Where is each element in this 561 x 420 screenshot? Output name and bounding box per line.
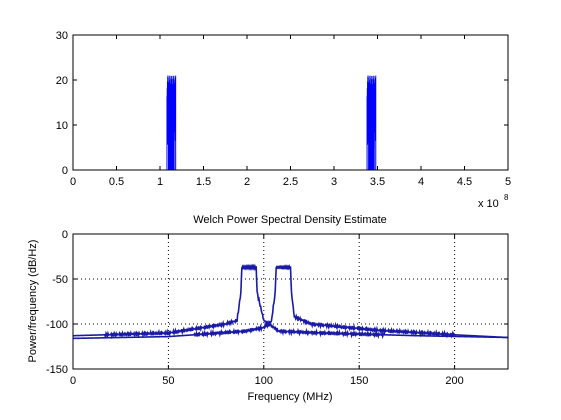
- x-tick-label: 4: [418, 176, 424, 188]
- bottom-chart-x-ticks: 0 50 100 150 200: [70, 234, 464, 387]
- bottom-chart-plot-area: [72, 263, 509, 340]
- x-tick-label: 5: [505, 176, 511, 188]
- y-tick-label: -150: [46, 364, 68, 376]
- bottom-chart-y-ticks: 0 -50 -100 -150: [46, 229, 508, 376]
- x-tick-label: 3.5: [370, 176, 385, 188]
- x-tick-label: 50: [162, 375, 174, 387]
- top-chart-y-ticks: 0 10 20 30: [56, 30, 508, 177]
- y-tick-label: -100: [46, 319, 68, 331]
- peak-burst: [168, 92, 175, 170]
- x-tick-label: 1: [157, 176, 163, 188]
- y-tick-label: 10: [56, 120, 68, 132]
- y-tick-label: 0: [62, 229, 68, 241]
- x-tick-label: 200: [445, 375, 463, 387]
- y-tick-label: 30: [56, 30, 68, 42]
- x-tick-label: 1.5: [196, 176, 211, 188]
- top-chart-plot-area: [73, 75, 508, 171]
- bottom-chart-grid: [73, 234, 508, 369]
- y-tick-label: -50: [52, 274, 68, 286]
- x-tick-label: 2: [244, 176, 250, 188]
- psd-series-line: [72, 263, 509, 340]
- peak-burst: [368, 92, 375, 170]
- top-chart-x-exponent-power: 8: [504, 193, 509, 202]
- x-tick-label: 150: [350, 375, 368, 387]
- top-chart-x-ticks: 0 0.5 1 1.5 2 2.5 3 3.5 4 4.5 5: [70, 35, 511, 188]
- x-tick-label: 0.5: [109, 176, 124, 188]
- x-tick-label: 0: [70, 375, 76, 387]
- series-line: [73, 75, 508, 171]
- x-tick-label: 4.5: [457, 176, 472, 188]
- psd-series-line: [72, 264, 509, 340]
- bottom-chart-title: Welch Power Spectral Density Estimate: [193, 214, 387, 226]
- top-chart: 0 0.5 1 1.5 2 2.5 3 3.5 4 4.5 5 0 10 20 30 x 10 8: [56, 30, 511, 210]
- top-chart-x-exponent-base: x 10: [478, 198, 499, 210]
- bottom-chart: Welch Power Spectral Density Estimate 0 5…: [27, 214, 509, 403]
- bottom-chart-frame: [72, 233, 509, 370]
- x-tick-label: 100: [255, 375, 273, 387]
- x-tick-label: 0: [70, 176, 76, 188]
- x-tick-label: 2.5: [283, 176, 298, 188]
- x-tick-label: 3: [331, 176, 337, 188]
- bottom-chart-y-label: Power/frequency (dB/Hz): [27, 240, 39, 363]
- top-chart-frame: [72, 34, 509, 171]
- y-tick-label: 0: [62, 165, 68, 177]
- y-tick-label: 20: [56, 75, 68, 87]
- bottom-chart-x-label: Frequency (MHz): [248, 391, 333, 403]
